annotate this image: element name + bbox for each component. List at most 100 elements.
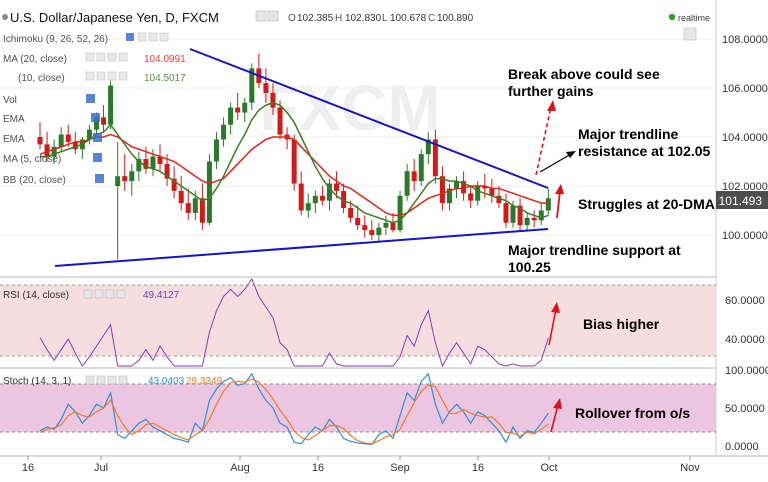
- candle-body: [545, 198, 551, 211]
- rsi-eye-icon[interactable]: [83, 289, 93, 299]
- stoch-d-value: 29.3349: [186, 376, 223, 387]
- l-value: 100.678: [390, 13, 427, 24]
- candle-body: [58, 134, 64, 147]
- symbol-title[interactable]: U.S. Dollar/Japanese Yen, D, FXCM: [10, 10, 219, 25]
- time-tick-label: Jul: [94, 462, 108, 474]
- candle-body: [221, 124, 227, 140]
- candle-body: [51, 146, 57, 157]
- l-label: L: [382, 13, 388, 24]
- candle-body: [101, 117, 107, 125]
- candle-body: [242, 102, 248, 113]
- legend-ma20-eye-icon[interactable]: [85, 52, 95, 62]
- candle-body: [334, 183, 340, 191]
- rsi-label[interactable]: RSI (14, close): [3, 290, 69, 301]
- legend-ma10-gear-icon[interactable]: [96, 71, 106, 81]
- legend-ema2-eye-icon[interactable]: [93, 133, 102, 142]
- stoch-k-line: [39, 372, 549, 446]
- candle-body: [439, 176, 445, 204]
- c-value: 100.890: [437, 13, 474, 24]
- candle-body: [150, 156, 156, 169]
- current-price-value: 101.493: [719, 194, 763, 208]
- h-label: H: [335, 13, 342, 24]
- stoch-band[interactable]: [0, 384, 716, 432]
- price-axis-bg[interactable]: [716, 0, 768, 477]
- candle-body: [418, 154, 424, 182]
- watermark-logo: FXCM: [259, 72, 440, 144]
- stoch-lines-layer: [39, 372, 549, 446]
- candle-body: [454, 181, 460, 189]
- candle-body: [122, 176, 128, 182]
- o-label: O: [288, 13, 296, 24]
- legend-ma20-more-icon[interactable]: [118, 52, 128, 62]
- candle-body: [312, 195, 318, 204]
- legend-ichimoku-eye-icon[interactable]: [126, 33, 134, 41]
- o-value: 102.385: [297, 13, 334, 24]
- symbol-expand-icon[interactable]: [2, 14, 8, 20]
- rsi-gear-icon[interactable]: [94, 289, 104, 299]
- annotation-break-above: Break above could see further gains: [508, 66, 660, 99]
- legend-ma20[interactable]: MA (20, close): [3, 54, 67, 65]
- time-axis[interactable]: 16 Jul Aug 16 Sep 16 Oct Nov: [22, 456, 700, 474]
- window-restore-icon[interactable]: [683, 27, 697, 41]
- stoch-label[interactable]: Stoch (14, 3, 1): [3, 376, 71, 387]
- candle-body: [86, 129, 92, 140]
- price-axis[interactable]: 108.0000 106.0000 104.0000 102.0000 100.0000: [722, 34, 768, 242]
- candle-body: [185, 203, 191, 213]
- candle-body: [129, 171, 135, 182]
- legend-ma20-gear-icon[interactable]: [96, 52, 106, 62]
- stoch-tick-0: 0.0000: [725, 441, 759, 453]
- legend-ema1[interactable]: EMA: [3, 114, 25, 125]
- legend-ma5-eye-icon[interactable]: [93, 153, 102, 162]
- candle-body: [524, 217, 530, 226]
- legend-ichimoku-close-icon[interactable]: [148, 32, 158, 42]
- rsi-line-layer: [39, 277, 549, 368]
- candle-body: [355, 217, 361, 226]
- price-tick-label: 102.0000: [722, 181, 768, 193]
- stoch-eye-icon[interactable]: [85, 375, 95, 385]
- legend-ema1-eye-icon[interactable]: [91, 113, 100, 122]
- candle-body: [510, 205, 516, 223]
- candle-body: [164, 163, 170, 179]
- legend-ma10-more-icon[interactable]: [118, 71, 128, 81]
- legend-ma20-close-icon[interactable]: [107, 52, 117, 62]
- rsi-more-icon[interactable]: [116, 289, 126, 299]
- settings-icon[interactable]: [267, 10, 279, 22]
- candle-body: [319, 195, 325, 201]
- indicator-legend: Ichimoku (9, 26, 52, 26) MA (20, close) …: [3, 32, 186, 186]
- stoch-more-icon[interactable]: [118, 375, 128, 385]
- candle-body: [305, 203, 311, 211]
- candle-body: [199, 198, 205, 223]
- rsi-value: 49.4127: [143, 290, 180, 301]
- eye-icon[interactable]: [255, 10, 267, 22]
- legend-bb[interactable]: BB (20, close): [3, 175, 66, 186]
- candle-body: [136, 159, 142, 172]
- candle-body: [206, 161, 212, 223]
- annotation-struggles: Struggles at 20-DMA: [578, 196, 715, 212]
- stoch-tick-50: 50.0000: [725, 403, 765, 415]
- rsi-close-icon[interactable]: [105, 289, 115, 299]
- legend-ema2[interactable]: EMA: [3, 134, 25, 145]
- annotation-major-resistance: Major trendline resistance at 102.05: [578, 126, 711, 159]
- support-trendline: [54, 228, 549, 267]
- candle-body: [298, 183, 304, 211]
- candle-body: [397, 195, 403, 231]
- legend-ma10[interactable]: (10, close): [18, 73, 65, 84]
- legend-ichimoku-more-icon[interactable]: [159, 32, 169, 42]
- candle-body: [157, 156, 163, 164]
- realtime-dot-icon: [668, 13, 676, 21]
- legend-ma5[interactable]: MA (5, close): [3, 154, 61, 165]
- legend-bb-eye-icon[interactable]: [95, 174, 104, 183]
- candle-body: [383, 222, 389, 228]
- legend-vol[interactable]: Vol: [3, 95, 17, 106]
- legend-ma10-close-icon[interactable]: [107, 71, 117, 81]
- candle-body: [369, 230, 375, 235]
- stoch-up-arrow: [550, 404, 559, 433]
- legend-ma10-eye-icon[interactable]: [85, 71, 95, 81]
- stoch-close-icon[interactable]: [107, 375, 117, 385]
- legend-ichimoku-gear-icon[interactable]: [137, 32, 147, 42]
- legend-ichimoku[interactable]: Ichimoku (9, 26, 52, 26): [3, 34, 108, 45]
- stoch-gear-icon[interactable]: [96, 375, 106, 385]
- candle-body: [115, 176, 121, 186]
- legend-vol-eye-icon[interactable]: [86, 94, 95, 103]
